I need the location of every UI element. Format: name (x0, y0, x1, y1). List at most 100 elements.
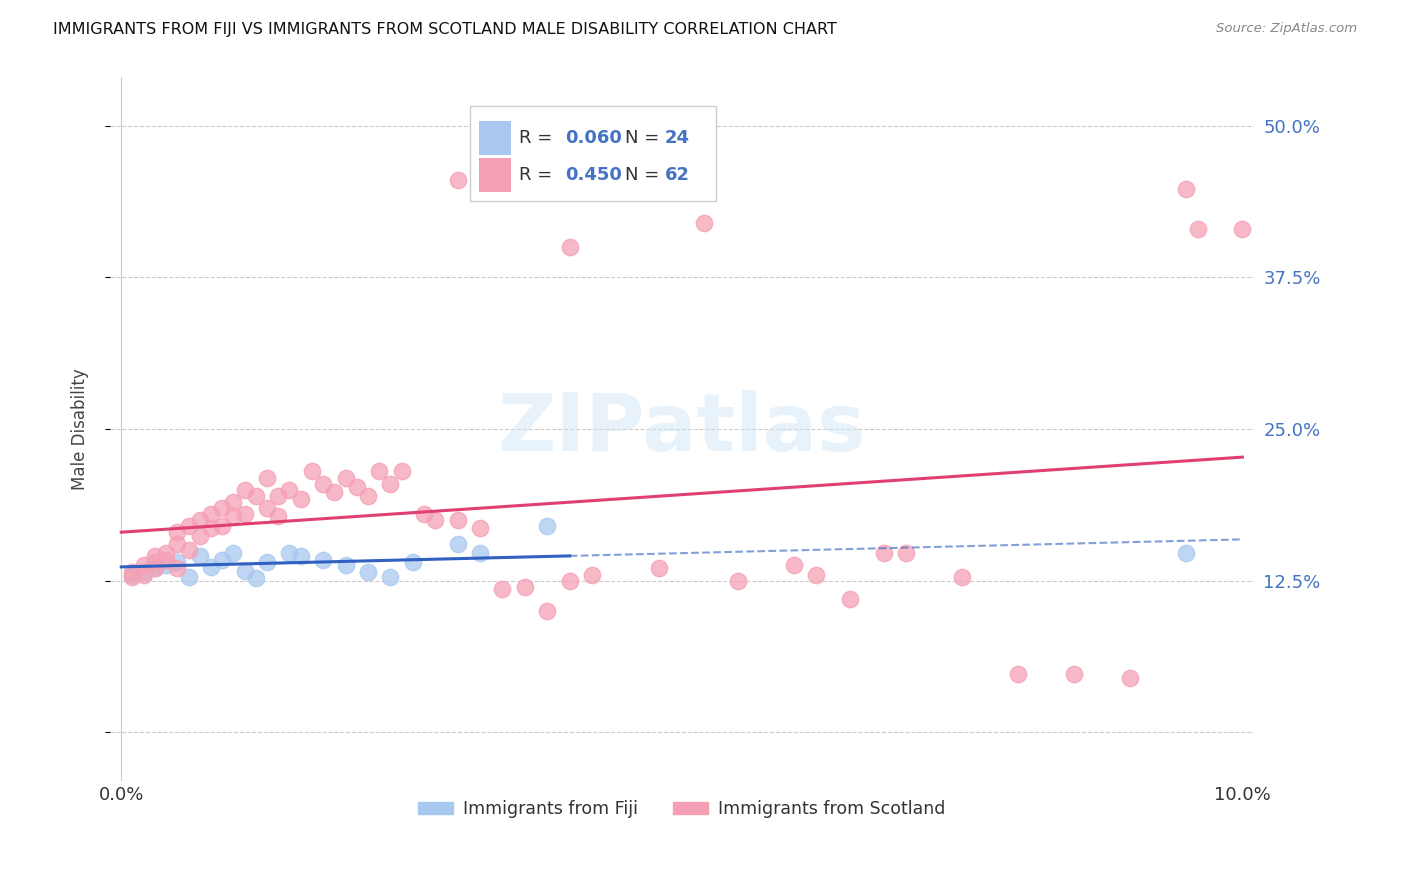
Text: R =: R = (519, 129, 558, 147)
Point (513, 580, 536, 594)
Point (211, 553, 233, 567)
Point (245, 489, 267, 503)
Point (290, 492, 312, 507)
Point (233, 564, 256, 578)
Point (693, 216, 716, 230)
Point (727, 574, 749, 588)
Point (783, 558, 806, 572)
Text: N =: N = (624, 129, 665, 147)
Point (1175, 182, 1198, 196)
Text: 24: 24 (665, 129, 690, 147)
Point (648, 561, 671, 575)
Point (368, 465, 391, 479)
Point (200, 521, 222, 535)
Point (143, 561, 166, 575)
Point (143, 556, 166, 570)
Point (380, 476, 402, 491)
Point (335, 558, 357, 572)
Y-axis label: Male Disability: Male Disability (72, 368, 89, 490)
Point (256, 470, 278, 484)
Point (357, 565, 380, 579)
Point (121, 565, 143, 579)
Point (233, 483, 256, 497)
Text: 0.450: 0.450 (565, 166, 621, 184)
Point (132, 567, 155, 582)
Point (155, 546, 177, 560)
Point (446, 173, 468, 187)
FancyBboxPatch shape (479, 158, 512, 192)
Point (558, 240, 581, 254)
Point (222, 546, 245, 560)
Text: 0.060: 0.060 (565, 129, 621, 147)
Point (166, 525, 188, 540)
Point (188, 513, 211, 527)
Point (155, 553, 177, 567)
Text: 62: 62 (665, 166, 690, 184)
Point (391, 465, 413, 479)
Point (536, 604, 558, 618)
Point (222, 495, 245, 509)
Point (200, 560, 222, 574)
Point (132, 558, 155, 572)
Point (278, 483, 301, 497)
Point (267, 489, 290, 503)
Point (346, 480, 368, 494)
Text: Source: ZipAtlas.com: Source: ZipAtlas.com (1216, 22, 1357, 36)
Point (312, 476, 335, 491)
Point (491, 582, 513, 596)
Point (468, 546, 491, 560)
Point (245, 571, 267, 585)
Point (402, 556, 425, 570)
Point (425, 513, 447, 527)
Point (166, 556, 188, 570)
FancyBboxPatch shape (479, 121, 512, 155)
Point (256, 500, 278, 515)
Point (188, 549, 211, 564)
Point (446, 537, 468, 551)
Point (222, 509, 245, 524)
Point (200, 507, 222, 521)
Point (155, 558, 177, 572)
Text: IMMIGRANTS FROM FIJI VS IMMIGRANTS FROM SCOTLAND MALE DISABILITY CORRELATION CHA: IMMIGRANTS FROM FIJI VS IMMIGRANTS FROM … (53, 22, 838, 37)
Text: ZIPatlas: ZIPatlas (498, 390, 866, 468)
Point (536, 519, 558, 533)
Point (301, 465, 323, 479)
Point (177, 519, 200, 533)
Point (143, 561, 166, 575)
Point (121, 567, 143, 582)
Point (211, 500, 233, 515)
Point (233, 507, 256, 521)
Text: N =: N = (624, 166, 665, 184)
Point (267, 509, 290, 524)
Point (312, 553, 335, 567)
Point (357, 489, 380, 503)
Legend: Immigrants from Fiji, Immigrants from Scotland: Immigrants from Fiji, Immigrants from Sc… (411, 793, 952, 825)
Point (1007, 667, 1029, 681)
Point (211, 519, 233, 533)
FancyBboxPatch shape (470, 105, 716, 201)
Point (1119, 671, 1142, 685)
Point (177, 570, 200, 584)
Point (132, 565, 155, 579)
Point (468, 521, 491, 535)
Point (872, 546, 894, 560)
Point (1232, 222, 1254, 236)
Point (446, 513, 468, 527)
Point (1063, 667, 1085, 681)
Point (839, 591, 862, 606)
Point (413, 507, 436, 521)
Point (121, 570, 143, 584)
Point (558, 574, 581, 588)
Point (278, 546, 301, 560)
Point (1175, 546, 1198, 560)
Text: R =: R = (519, 166, 558, 184)
Point (290, 549, 312, 564)
Point (380, 570, 402, 584)
Point (806, 567, 828, 582)
Point (256, 556, 278, 570)
Point (323, 485, 346, 500)
Point (177, 543, 200, 558)
Point (1187, 222, 1209, 236)
Point (581, 567, 603, 582)
Point (166, 537, 188, 551)
